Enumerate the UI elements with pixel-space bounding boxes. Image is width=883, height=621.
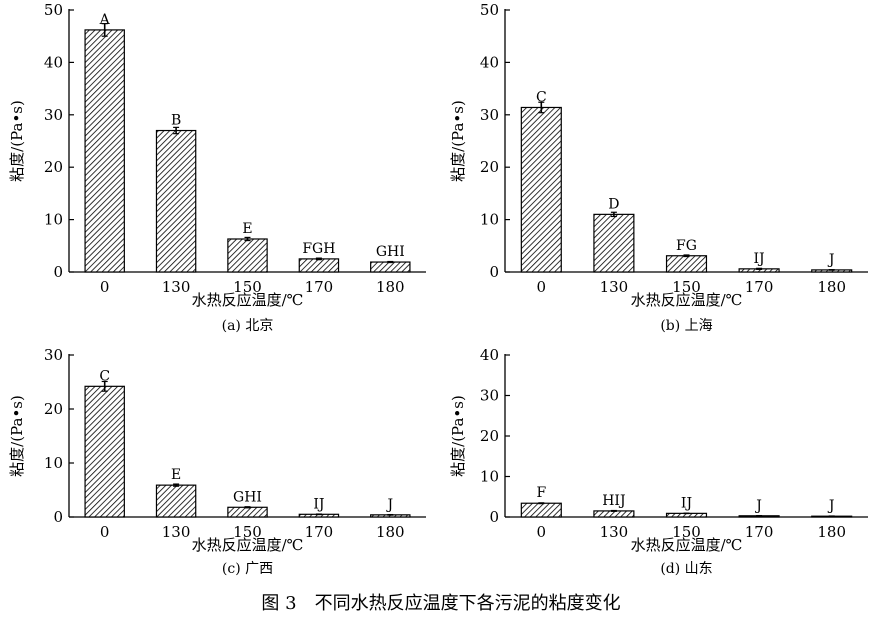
x-tick-label: 150 xyxy=(672,523,701,541)
x-tick-label: 0 xyxy=(100,278,110,296)
x-tick-label: 170 xyxy=(745,278,774,296)
x-tick-label: 130 xyxy=(600,523,629,541)
bar-170 xyxy=(298,258,340,273)
bar-0 xyxy=(520,106,562,273)
y-tick-label: 0 xyxy=(489,263,499,281)
bar-130 xyxy=(593,213,635,273)
x-tick-label: 130 xyxy=(600,278,629,296)
x-tick-label: 150 xyxy=(672,278,701,296)
y-axis-title: 粘度/(Pa•s) xyxy=(8,395,26,477)
x-tick-label: 170 xyxy=(305,278,334,296)
x-tick-label: 150 xyxy=(233,523,262,541)
y-tick-label: 30 xyxy=(44,106,63,124)
x-tick-label: 0 xyxy=(100,523,110,541)
x-axis-title: 水热反应温度/℃ xyxy=(192,536,304,554)
y-tick-label: 50 xyxy=(44,1,63,19)
y-tick-label: 0 xyxy=(489,508,499,526)
significance-label: GHI xyxy=(233,489,262,505)
significance-label: FG xyxy=(676,238,697,254)
x-tick-label: 170 xyxy=(745,523,774,541)
chart-panel-2: 0 10 20 30 40 50 C 0 D 130 FG 150 IJ 170 J 180 粘度/(Pa•s)… xyxy=(449,1,868,334)
y-tick-label: 30 xyxy=(44,346,63,364)
y-axis-title: 粘度/(Pa•s) xyxy=(8,100,26,182)
significance-label: E xyxy=(171,467,181,483)
x-axis-title: 水热反应温度/℃ xyxy=(631,536,743,554)
y-tick-label: 40 xyxy=(44,53,63,71)
y-tick-label: 10 xyxy=(44,454,63,472)
significance-label: J xyxy=(754,498,762,514)
chart-panel-1: 0 10 20 30 40 50 A 0 B 130 E 150 FGH 170 GHI 180 粘度/(Pa•… xyxy=(8,1,426,334)
significance-label: F xyxy=(536,485,546,501)
bar-130 xyxy=(155,484,197,518)
significance-label: C xyxy=(99,368,110,384)
panel-subtitle: (d) 山东 xyxy=(660,561,712,577)
significance-label: J xyxy=(385,497,393,513)
significance-label: J xyxy=(827,252,835,268)
significance-label: B xyxy=(171,113,181,129)
bar-0 xyxy=(84,29,125,273)
y-tick-label: 20 xyxy=(44,158,63,176)
bar-0 xyxy=(520,502,562,518)
significance-label: IJ xyxy=(313,496,324,512)
x-tick-label: 130 xyxy=(162,278,191,296)
y-tick-label: 50 xyxy=(480,1,499,19)
chart-panel-3: 0 10 20 30 C 0 E 130 GHI 150 IJ 170 J 180 粘度/(Pa•s) 水热反… xyxy=(8,346,426,577)
bar-150 xyxy=(227,506,268,518)
panel-subtitle: (c) 广西 xyxy=(222,561,273,577)
y-tick-label: 40 xyxy=(480,53,499,71)
bar-150 xyxy=(227,238,268,273)
y-tick-label: 0 xyxy=(53,263,63,281)
chart-panel-4: 0 10 20 30 40 F 0 HIJ 130 IJ 150 J 170 J 180 粘度/(Pa•s) 水… xyxy=(449,346,868,577)
bar-130 xyxy=(155,129,197,273)
panel-subtitle: (b) 上海 xyxy=(660,318,712,334)
y-tick-label: 0 xyxy=(53,508,63,526)
bar-150 xyxy=(665,255,708,273)
y-tick-label: 40 xyxy=(480,346,499,364)
x-tick-label: 150 xyxy=(233,278,262,296)
x-tick-label: 0 xyxy=(537,523,547,541)
x-tick-label: 180 xyxy=(376,278,405,296)
significance-label: FGH xyxy=(302,241,335,257)
y-tick-label: 10 xyxy=(480,211,499,229)
significance-label: GHI xyxy=(376,244,405,260)
x-tick-label: 170 xyxy=(305,523,334,541)
significance-label: IJ xyxy=(754,251,765,267)
panel-subtitle: (a) 北京 xyxy=(222,318,274,334)
y-tick-label: 20 xyxy=(480,158,499,176)
x-tick-label: 180 xyxy=(376,523,405,541)
significance-label: D xyxy=(608,196,619,212)
x-axis-title: 水热反应温度/℃ xyxy=(192,291,304,309)
x-axis-title: 水热反应温度/℃ xyxy=(631,291,743,309)
x-tick-label: 130 xyxy=(162,523,191,541)
significance-label: E xyxy=(242,221,252,237)
y-tick-label: 20 xyxy=(44,400,63,418)
x-tick-label: 0 xyxy=(537,278,547,296)
y-tick-label: 10 xyxy=(480,468,499,486)
y-axis-title: 粘度/(Pa•s) xyxy=(449,100,467,182)
significance-label: IJ xyxy=(681,495,692,511)
y-tick-label: 10 xyxy=(44,211,63,229)
bar-180 xyxy=(370,261,411,273)
y-tick-label: 30 xyxy=(480,387,499,405)
y-axis-title: 粘度/(Pa•s) xyxy=(449,395,467,477)
significance-label: HIJ xyxy=(602,493,625,509)
bar-0 xyxy=(84,385,125,518)
significance-label: C xyxy=(536,89,547,105)
y-tick-label: 20 xyxy=(480,427,499,445)
significance-label: A xyxy=(99,12,111,28)
significance-label: J xyxy=(827,498,835,514)
x-tick-label: 180 xyxy=(817,523,846,541)
figure-caption: 图 3 不同水热反应温度下各污泥的粘度变化 xyxy=(261,593,620,614)
x-tick-label: 180 xyxy=(817,278,846,296)
y-tick-label: 30 xyxy=(480,106,499,124)
